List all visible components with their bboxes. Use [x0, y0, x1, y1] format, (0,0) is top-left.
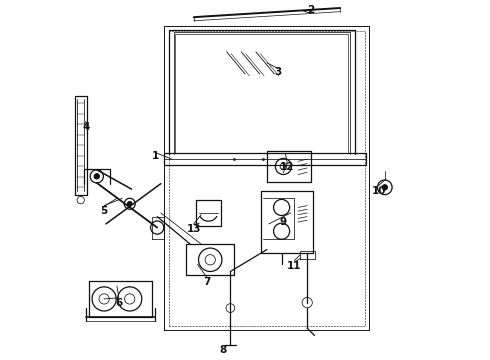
Text: 11: 11 [287, 261, 302, 271]
Text: 12: 12 [280, 162, 294, 172]
Text: 9: 9 [280, 217, 287, 227]
Text: 8: 8 [220, 345, 227, 355]
Text: 1: 1 [152, 151, 159, 161]
Text: 4: 4 [82, 122, 90, 132]
Text: 2: 2 [307, 5, 315, 15]
Text: 5: 5 [100, 206, 108, 216]
Text: 7: 7 [203, 278, 210, 288]
Circle shape [94, 174, 99, 179]
Text: 3: 3 [274, 67, 282, 77]
Circle shape [382, 185, 388, 190]
Text: 13: 13 [187, 224, 201, 234]
Text: 6: 6 [115, 298, 122, 307]
Text: 10: 10 [371, 186, 386, 196]
Circle shape [127, 202, 132, 206]
